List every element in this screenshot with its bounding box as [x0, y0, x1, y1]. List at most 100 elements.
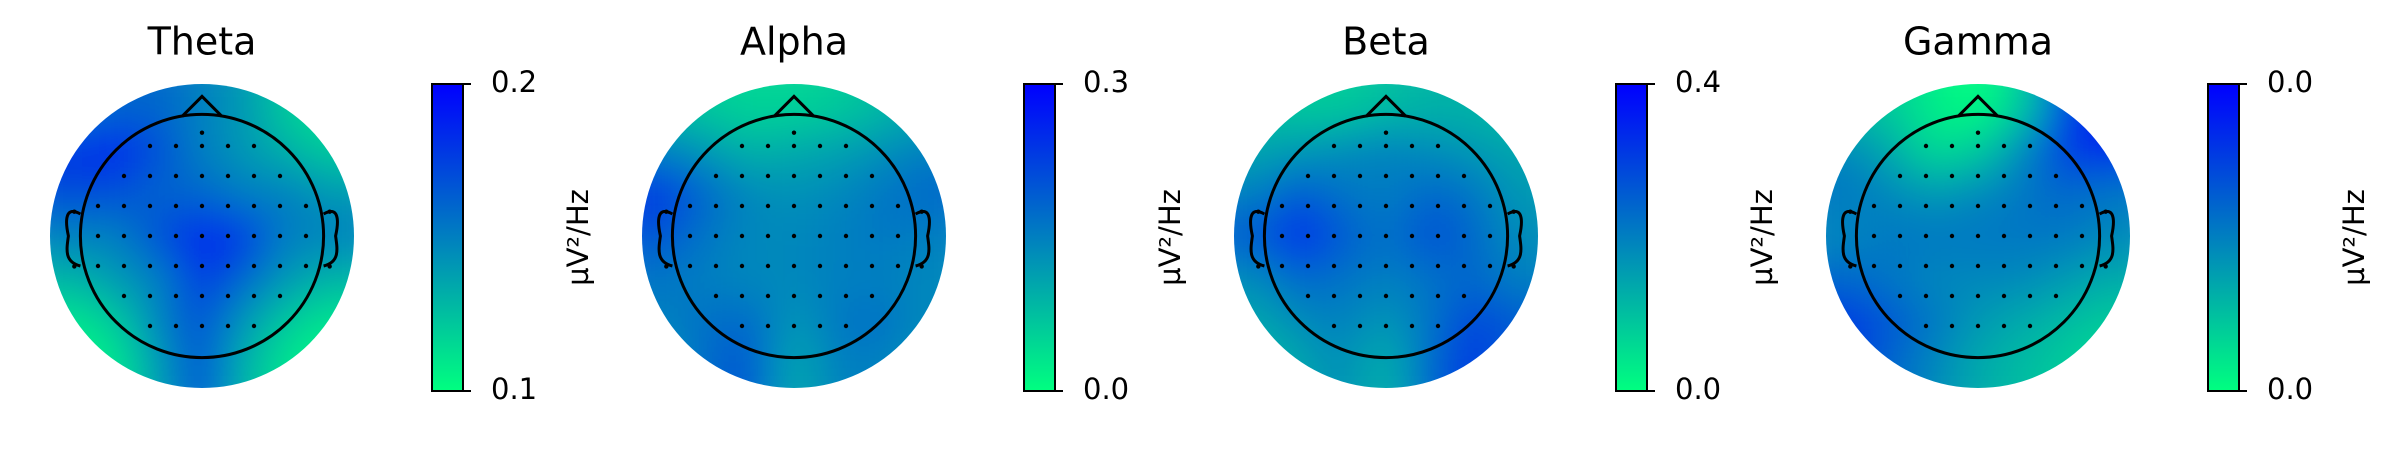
topomap-cell: [93, 344, 138, 388]
sensor: [199, 263, 205, 269]
head-outline: [1854, 112, 2102, 360]
topomap-cell: [1494, 84, 1538, 129]
topomap-cell: [180, 84, 225, 129]
sensor: [199, 233, 205, 239]
topomap-cell: [50, 344, 95, 388]
head-outline: [1262, 112, 1510, 360]
sensor: [713, 173, 719, 179]
topomap-cell: [1869, 344, 1914, 388]
sensor: [765, 143, 771, 149]
topomap-cell: [1826, 257, 1871, 303]
sensor: [895, 203, 901, 209]
chart-title: Gamma: [1903, 20, 2053, 64]
sensor: [2103, 264, 2108, 269]
sensor: [1461, 293, 1467, 299]
sensor: [2053, 293, 2059, 299]
sensor: [1897, 293, 1903, 299]
topomap-cell: [1364, 344, 1409, 388]
nose: [180, 94, 224, 118]
topomap-cell: [902, 257, 946, 303]
topomap-cell: [1407, 257, 1453, 303]
sensor: [277, 263, 283, 269]
topomap-cell: [859, 301, 904, 346]
colorbar-tick-label: 0.0: [1675, 372, 1721, 406]
sensor: [664, 264, 669, 269]
topomap-cell: [772, 127, 817, 172]
sensor: [303, 233, 309, 239]
sensor: [1357, 203, 1363, 209]
topomap-cell: [1826, 84, 1871, 129]
topomap-cell: [1451, 170, 1496, 216]
sensor: [199, 323, 205, 329]
sensor: [1357, 233, 1363, 239]
topomap-cell: [2043, 344, 2088, 388]
topomap-cell: [136, 301, 182, 346]
topomap-cell: [772, 344, 817, 388]
topomap-cell: [50, 84, 95, 129]
topomap-cell: [772, 301, 817, 346]
sensor: [1949, 173, 1955, 179]
colorbar-tick-label: 0.4: [1675, 65, 1721, 99]
sensor: [147, 173, 153, 179]
topomap-cell: [685, 214, 730, 259]
topomap-cell: [310, 301, 354, 346]
sensor: [817, 143, 823, 149]
sensor: [1848, 209, 1853, 214]
sensor: [1357, 293, 1363, 299]
sensor: [1435, 323, 1441, 329]
sensor: [2027, 263, 2033, 269]
sensor: [1949, 263, 1955, 269]
sensor: [1923, 173, 1929, 179]
topomap-cell: [1494, 301, 1538, 346]
sensor: [1256, 264, 1261, 269]
topomap-cell: [815, 170, 861, 216]
sensor: [1871, 263, 1877, 269]
topomap-cell: [2086, 84, 2130, 129]
sensor: [2001, 323, 2007, 329]
topomap-cell: [2086, 127, 2130, 172]
sensor: [739, 173, 745, 179]
topomap-cell: [1320, 301, 1366, 346]
topomap-cell: [180, 301, 225, 346]
topomap-cell: [1407, 127, 1453, 172]
sensor: [2103, 209, 2108, 214]
topomap-cell: [728, 170, 774, 216]
sensor: [121, 263, 127, 269]
topomap-cell: [223, 257, 269, 303]
sensor: [1487, 203, 1493, 209]
sensor: [1975, 143, 1981, 149]
sensor: [765, 263, 771, 269]
sensor: [199, 173, 205, 179]
ear: [657, 210, 674, 268]
sensor: [1435, 233, 1441, 239]
topomap-cell: [1826, 214, 1871, 259]
sensor: [869, 233, 875, 239]
sensor: [251, 323, 257, 329]
sensor: [2027, 143, 2033, 149]
sensor: [1975, 203, 1981, 209]
sensor: [713, 293, 719, 299]
topomap-cell: [180, 127, 225, 172]
chart-title: Alpha: [740, 20, 848, 64]
sensor: [303, 203, 309, 209]
topomap-cell: [1956, 344, 2001, 388]
topomap-cell: [1956, 84, 2001, 129]
topomap-cell: [1407, 301, 1453, 346]
topomap-cell: [1912, 257, 1958, 303]
topomap-cell: [2086, 257, 2130, 303]
sensor: [251, 233, 257, 239]
topomap-cell: [223, 127, 269, 172]
topomap-cell: [1277, 344, 1322, 388]
sensor: [277, 233, 283, 239]
topomap-cell: [310, 170, 354, 216]
sensor: [147, 293, 153, 299]
topomap-cell: [267, 84, 312, 129]
topomap-cell: [93, 214, 138, 259]
head-outline: [78, 112, 326, 360]
sensor: [121, 203, 127, 209]
topomap-cell: [1912, 301, 1958, 346]
topomap-cell: [642, 170, 687, 216]
sensor: [895, 233, 901, 239]
topomap-cell: [1826, 301, 1871, 346]
sensor: [1975, 130, 1981, 135]
